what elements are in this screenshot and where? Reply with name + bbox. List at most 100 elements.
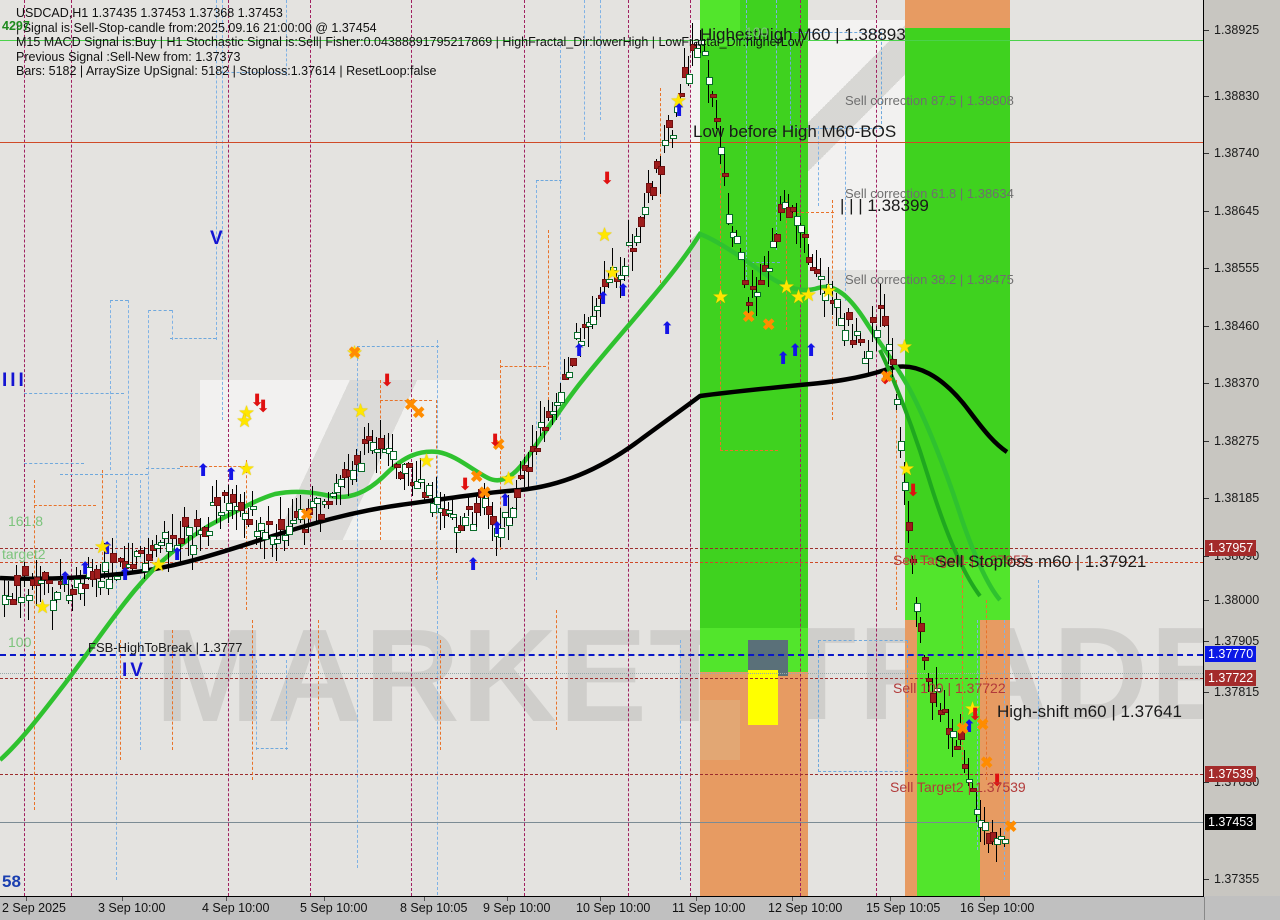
price-tick-label: 1.38740 — [1214, 146, 1260, 160]
stoch-step — [170, 338, 216, 339]
annotation-fib-level-label: | | | 1.38399 — [840, 196, 929, 215]
stoch-step — [286, 0, 287, 76]
fractal-line — [380, 400, 432, 401]
fractal-line — [172, 630, 173, 750]
price-badge-sell-100: 1.37722 — [1205, 670, 1257, 686]
session-band-green-2 — [905, 28, 1010, 588]
star-marker: ★ — [34, 597, 52, 618]
wave-label-wave-5: V — [210, 228, 226, 249]
level-target1-dup — [0, 548, 1203, 549]
buy-arrow-icon: ⬆ — [490, 519, 505, 538]
chart-info-header: USDCAD,H1 1.37435 1.37453 1.37368 1.3745… — [16, 6, 804, 79]
level-sell-target2 — [0, 774, 1203, 775]
time-tick-label: 10 Sep 10:00 — [576, 901, 651, 915]
stoch-step — [256, 748, 288, 749]
buy-arrow-icon: ⬆ — [788, 341, 803, 360]
price-tick-label: 1.38645 — [1214, 204, 1260, 218]
stoch-step — [146, 468, 180, 469]
price-tick-label: 1.38370 — [1214, 376, 1260, 390]
sell-arrow-icon: ⬇ — [380, 371, 395, 390]
annotation-sell-correction-875: Sell correction 87.5 | 1.38808 — [845, 93, 1014, 108]
stoch-step — [148, 310, 172, 311]
fractal-line — [786, 200, 787, 330]
price-tick — [1204, 153, 1209, 154]
stoch-step — [256, 660, 257, 750]
stoch-step — [776, 0, 777, 250]
vgrid — [411, 0, 412, 896]
stoch-step — [286, 660, 287, 750]
fractal-line — [986, 600, 987, 780]
annotation-highest-high: HighestHigh M60 | 1.38893 — [700, 25, 906, 44]
stoch-step — [110, 300, 111, 470]
buy-arrow-icon: ⬆ — [660, 319, 675, 338]
annotation-fib-1618: 161.8 — [8, 513, 44, 529]
stoch-step — [584, 0, 585, 140]
price-tick — [1204, 692, 1209, 693]
stoch-step — [172, 310, 173, 340]
cross-marker: ✖ — [348, 345, 362, 362]
fractal-line — [34, 480, 35, 810]
star-marker: ★ — [964, 699, 982, 720]
time-tick-label: 5 Sep 10:00 — [300, 901, 368, 915]
buy-arrow-icon: ⬆ — [100, 539, 115, 558]
price-tick-label: 1.38275 — [1214, 434, 1260, 448]
vgrid — [876, 0, 877, 896]
star-marker: ★ — [418, 451, 436, 472]
sell-arrow-icon: ⬇ — [458, 475, 473, 494]
time-tick — [507, 897, 508, 901]
time-tick — [600, 897, 601, 901]
stoch-step — [216, 0, 217, 340]
fractal-line — [500, 366, 546, 367]
fractal-line — [380, 380, 381, 540]
time-tick — [696, 897, 697, 901]
fractal-line — [720, 130, 721, 450]
price-scale[interactable]: 1.38925 1.38830 1.38740 1.38645 1.38555 1.384… — [1204, 0, 1280, 896]
header-line-2: Previous Signal :Sell-New from: 1.37373 — [16, 49, 241, 64]
header-line-3: Bars: 5182 | ArraySize UpSignal: 5182 | … — [16, 64, 437, 79]
time-tick — [324, 897, 325, 901]
stoch-step — [222, 0, 223, 420]
fractal-line — [896, 380, 897, 610]
cross-marker: ✖ — [404, 397, 418, 414]
buy-arrow-icon: ⬆ — [170, 545, 185, 564]
star-marker: ★ — [596, 225, 614, 246]
cross-marker: ✖ — [492, 437, 506, 454]
time-tick — [792, 897, 793, 901]
buy-arrow-icon: ⬆ — [672, 101, 687, 120]
price-tick-label: 1.38830 — [1214, 89, 1260, 103]
header-line-1: M15 MACD Signal is:Buy | H1 Stochastic S… — [16, 35, 804, 50]
time-tick-label: 3 Sep 10:00 — [98, 901, 166, 915]
stoch-step — [148, 310, 149, 550]
price-badge-sell-target2: 1.37539 — [1205, 766, 1257, 782]
header-line-0: | Signal is Sell-Stop-candle from:2025.0… — [16, 20, 377, 35]
star-marker: ★ — [238, 459, 256, 480]
price-badge-last-price: 1.37453 — [1205, 814, 1257, 830]
price-tick — [1204, 600, 1209, 601]
annotation-low-before-high: Low before High M60-BOS — [693, 122, 897, 141]
level-sell-stoploss — [0, 562, 1203, 563]
time-scale[interactable]: 2 Sep 2025 3 Sep 10:00 4 Sep 10:00 5 Sep 10… — [0, 897, 1280, 920]
sell-arrow-icon: ⬇ — [878, 369, 893, 388]
stoch-step — [746, 0, 747, 280]
buy-arrow-icon: ⬆ — [118, 565, 133, 584]
chart-plot-area[interactable]: MARKETZ 4TRADE — [0, 0, 1204, 897]
stoch-step — [140, 480, 141, 750]
buy-arrow-icon: ⬆ — [58, 569, 73, 588]
time-tick-label: 16 Sep 10:00 — [960, 901, 1035, 915]
stoch-step — [818, 126, 819, 206]
fractal-line — [556, 610, 557, 730]
fractal-line — [34, 505, 96, 506]
stoch-step — [600, 0, 601, 120]
stoch-box — [790, 32, 882, 129]
sell-arrow-icon: ⬇ — [990, 771, 1005, 790]
buy-arrow-icon: ⬆ — [616, 281, 631, 300]
stoch-step — [216, 72, 286, 73]
price-tick-label: 1.38460 — [1214, 319, 1260, 333]
price-tick — [1204, 326, 1209, 327]
fractal-line — [500, 360, 501, 550]
cross-marker: ✖ — [742, 309, 756, 326]
annotation-fib-100-top: 100 — [745, 24, 769, 40]
star-marker: ★ — [800, 285, 818, 306]
fractal-line — [252, 620, 253, 780]
star-marker: ★ — [778, 277, 796, 298]
